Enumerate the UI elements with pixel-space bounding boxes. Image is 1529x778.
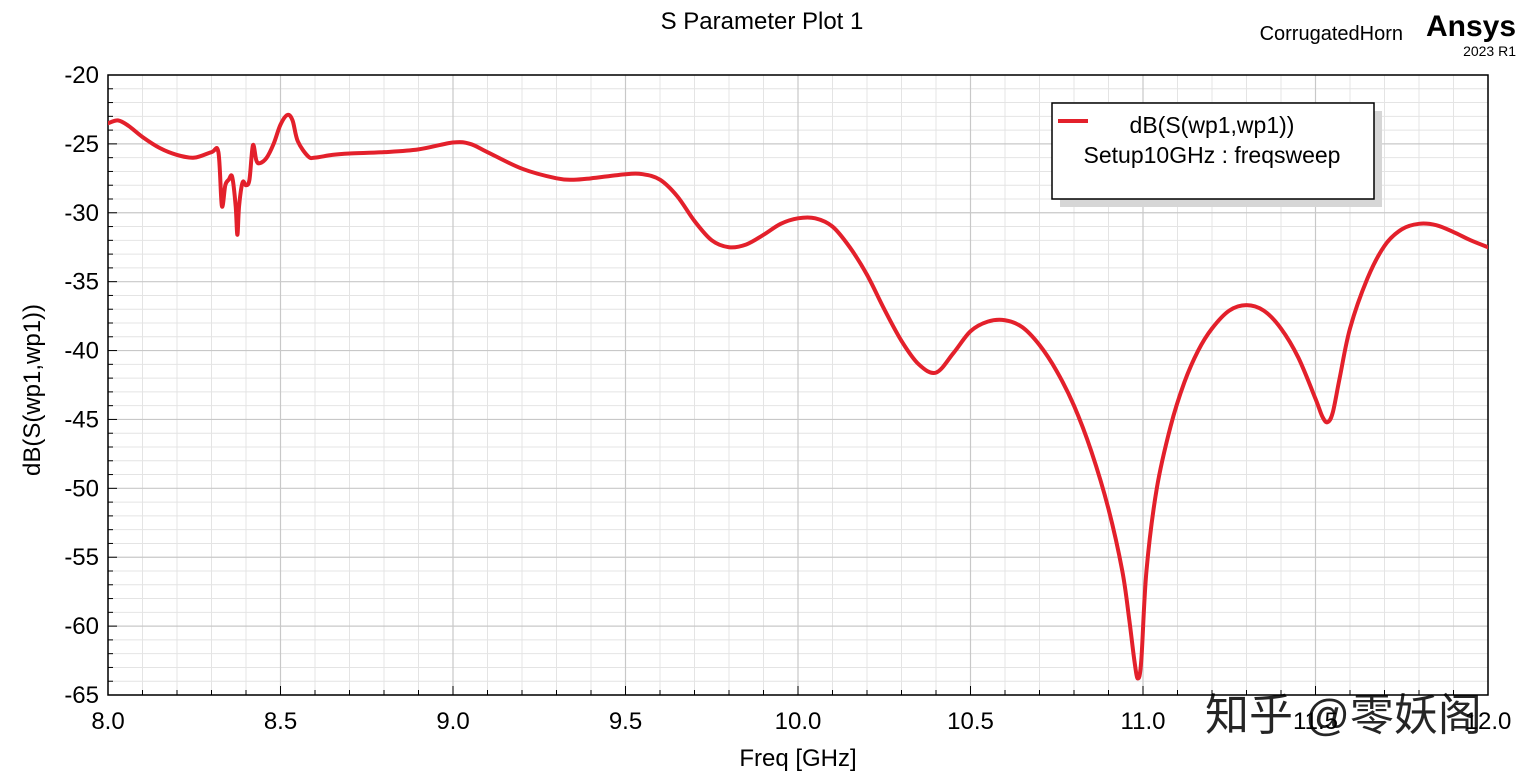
x-axis-label: Freq [GHz] — [739, 745, 856, 772]
x-tick-label: 11.5 — [1293, 708, 1338, 735]
x-tick-label: 10.5 — [947, 708, 994, 735]
y-tick-label: -35 — [64, 269, 99, 296]
chart-title: S Parameter Plot 1 — [661, 8, 864, 35]
y-tick-label: -55 — [64, 544, 99, 571]
y-tick-label: -50 — [64, 475, 99, 502]
brand-version: 2023 R1 — [1463, 43, 1516, 59]
y-axis-label: dB(S(wp1,wp1)) — [19, 304, 46, 476]
x-tick-label: 12.0 — [1465, 708, 1512, 735]
x-tick-labels: 8.0 8.5 9.0 9.5 10.0 10.5 11.0 11.5 12.0 — [91, 708, 1511, 735]
legend-entry-label: dB(S(wp1,wp1)) — [1130, 112, 1295, 138]
x-tick-label: 8.5 — [264, 708, 297, 735]
legend: dB(S(wp1,wp1)) Setup10GHz : freqsweep — [1051, 102, 1382, 207]
y-tick-label: -65 — [64, 682, 99, 709]
y-tick-label: -30 — [64, 200, 99, 227]
y-tick-labels: -20 -25 -30 -35 -40 -45 -50 -55 -60 -65 — [64, 62, 99, 709]
y-tick-label: -20 — [64, 62, 99, 89]
series-line-s11 — [108, 112, 1488, 681]
x-tick-label: 10.0 — [775, 708, 822, 735]
project-name: CorrugatedHorn — [1260, 23, 1403, 45]
x-tick-label: 11.0 — [1121, 708, 1166, 735]
x-tick-label: 9.0 — [436, 708, 469, 735]
legend-box — [1051, 102, 1375, 200]
x-tick-label: 8.0 — [91, 708, 124, 735]
watermark-text: 知乎 @零妖阁 — [1205, 691, 1482, 740]
series-layer — [108, 112, 1488, 681]
y-tick-label: -45 — [64, 406, 99, 433]
axis-ticks — [107, 74, 1489, 696]
x-tick-label: 9.5 — [609, 708, 642, 735]
y-tick-label: -60 — [64, 613, 99, 640]
legend-entry-sublabel: Setup10GHz : freqsweep — [1084, 142, 1341, 168]
y-tick-label: -40 — [64, 338, 99, 365]
y-tick-label: -25 — [64, 131, 99, 158]
brand-logo: Ansys — [1426, 10, 1516, 43]
